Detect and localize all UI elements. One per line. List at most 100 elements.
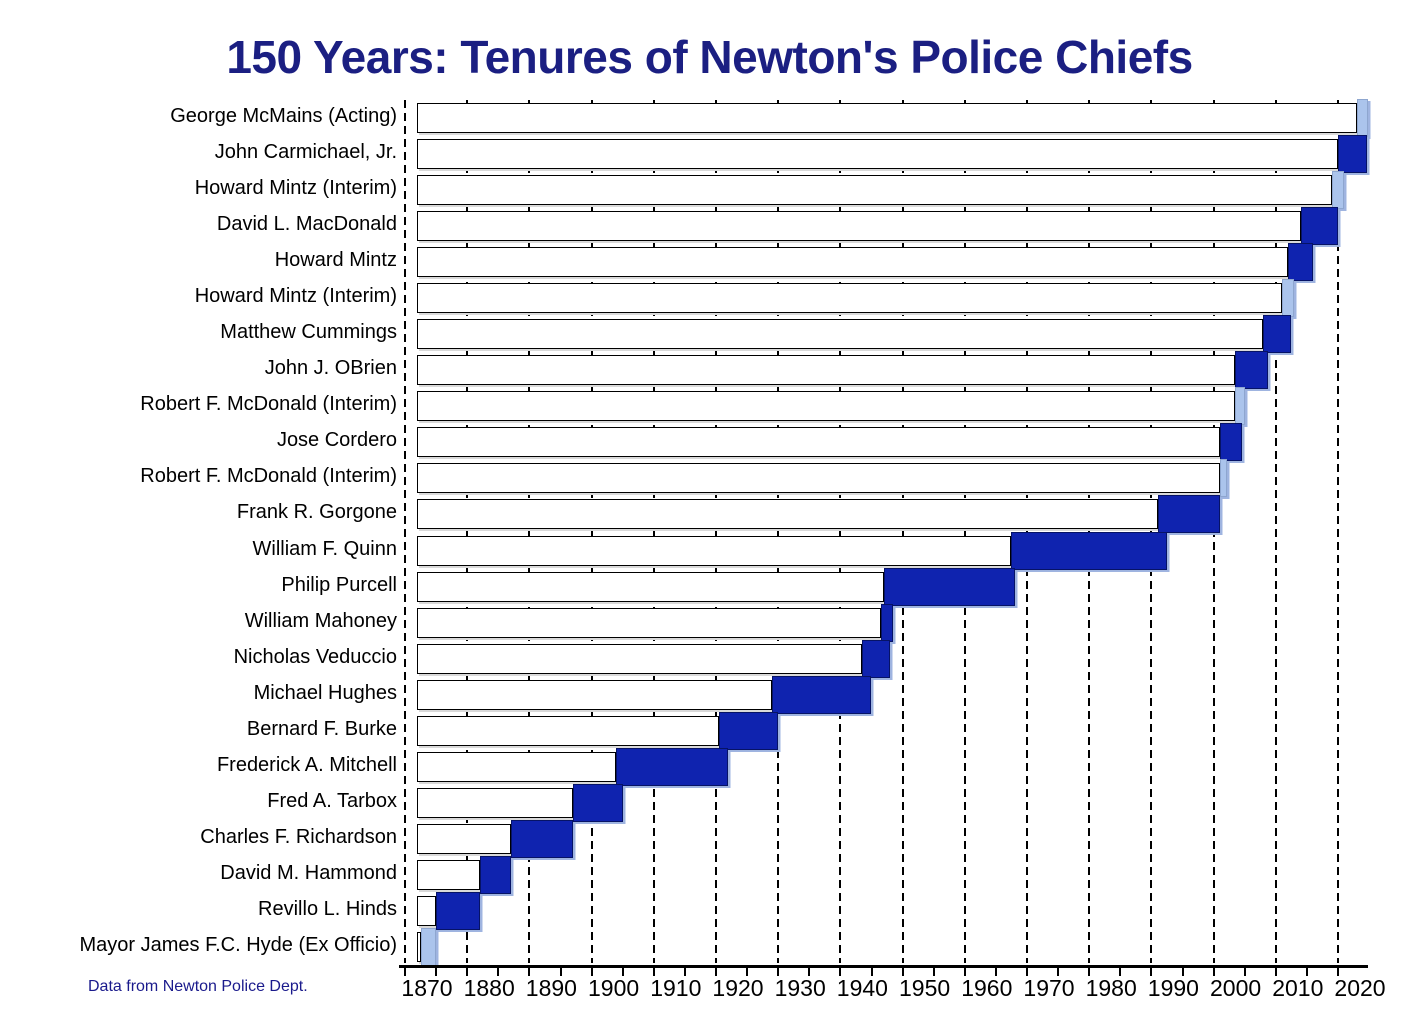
gridline-2010 — [1274, 100, 1277, 963]
tenure-bar-chief — [1235, 351, 1269, 390]
tenure-bar-chief — [1011, 531, 1167, 570]
tick-label-1910: 1910 — [650, 975, 702, 1001]
axis-tick-1980 — [1088, 967, 1091, 976]
tenure-bar-chief — [479, 855, 511, 894]
gridline-1940 — [839, 100, 842, 963]
row-label: Howard Mintz (Interim) — [194, 285, 397, 308]
tenure-offset-bar — [417, 103, 1357, 134]
gridline-1950 — [901, 100, 904, 963]
row-label: Matthew Cummings — [220, 321, 397, 344]
row-label: Michael Hughes — [253, 681, 397, 704]
tenure-bar-acting — [420, 927, 437, 966]
axis-tick-1940 — [839, 967, 842, 976]
tick-label-1900: 1900 — [588, 975, 640, 1001]
axis-tick-1975 — [1057, 967, 1060, 976]
axis-tick-2005 — [1243, 967, 1246, 976]
axis-tick-1920 — [715, 967, 717, 976]
gridline-1970 — [1026, 100, 1028, 963]
axis-tick-1890 — [528, 967, 531, 976]
row-label: Howard Mintz — [274, 249, 397, 272]
tenure-offset-bar — [417, 139, 1338, 170]
gridline-1960 — [963, 100, 966, 963]
tenure-bar-acting — [1331, 171, 1345, 210]
row-label: Robert F. McDonald (Interim) — [140, 393, 397, 416]
tenure-offset-bar — [417, 427, 1220, 458]
tenure-bar-chief — [880, 603, 894, 642]
row-label: David M. Hammond — [220, 861, 397, 884]
gridline-1900 — [590, 100, 593, 963]
axis-tick-1915 — [683, 967, 686, 976]
tick-label-1890: 1890 — [525, 975, 577, 1001]
tenure-offset-bar — [417, 823, 511, 854]
row-label: Frank R. Gorgone — [236, 501, 397, 524]
tick-label-1870: 1870 — [401, 975, 453, 1001]
tenure-offset-bar — [417, 643, 863, 674]
tenure-offset-bar — [417, 895, 437, 926]
axis-tick-2015 — [1305, 967, 1308, 976]
tick-label-1930: 1930 — [774, 975, 826, 1001]
tenure-offset-bar — [417, 715, 720, 746]
tenure-bar-acting — [1356, 99, 1368, 138]
tick-label-1970: 1970 — [1023, 975, 1075, 1001]
row-label: Howard Mintz (Interim) — [194, 177, 397, 200]
gridline-2020 — [1337, 100, 1339, 963]
gridline-1990 — [1150, 100, 1153, 963]
tenure-bar-chief — [1338, 135, 1367, 174]
row-label: William Mahoney — [244, 609, 397, 632]
axis-tick-2000 — [1212, 967, 1215, 976]
tenure-offset-bar — [417, 355, 1236, 386]
axis-tick-1885 — [497, 967, 500, 976]
row-label: David L. MacDonald — [216, 213, 397, 236]
axis-tick-1960 — [963, 967, 966, 976]
axis-tick-1950 — [901, 967, 904, 976]
tick-label-1920: 1920 — [712, 975, 764, 1001]
tenure-bar-chief — [771, 675, 872, 714]
x-axis-line — [399, 965, 1368, 968]
axis-tick-1985 — [1119, 967, 1122, 976]
tick-label-1980: 1980 — [1085, 975, 1137, 1001]
row-label: Bernard F. Burke — [246, 717, 397, 740]
chart-title: 150 Years: Tenures of Newton's Police Ch… — [226, 31, 1193, 83]
tenure-offset-bar — [417, 535, 1012, 566]
tenure-offset-bar — [417, 859, 480, 890]
row-label: Charles F. Richardson — [200, 825, 397, 848]
tenure-bar-acting — [1282, 279, 1295, 318]
tenure-bar-chief — [510, 819, 573, 858]
tick-label-1880: 1880 — [463, 975, 515, 1001]
gridline-1930 — [777, 100, 780, 963]
axis-tick-2010 — [1274, 967, 1277, 976]
row-label: Robert F. McDonald (Interim) — [140, 465, 397, 488]
tenure-offset-bar — [417, 499, 1158, 530]
tenure-offset-bar — [417, 931, 421, 962]
tenure-offset-bar — [417, 283, 1283, 314]
tenure-bar-acting — [1235, 387, 1245, 426]
axis-tick-1895 — [559, 967, 562, 976]
axis-tick-1965 — [994, 967, 997, 976]
tenure-offset-bar — [417, 247, 1289, 278]
tenure-bar-chief — [1263, 315, 1292, 354]
row-label: Revillo L. Hinds — [258, 897, 397, 920]
tenure-bar-chief — [616, 747, 729, 786]
axis-tick-1905 — [621, 967, 624, 976]
tenure-offset-bar — [417, 607, 881, 638]
tenure-bar-chief — [1157, 495, 1220, 534]
gridline-1870 — [404, 100, 406, 963]
tenure-bar-chief — [1300, 207, 1338, 246]
axis-tick-1910 — [652, 967, 655, 976]
tenure-bar-acting — [1219, 459, 1228, 498]
gridline-1920 — [715, 100, 717, 963]
axis-tick-1870 — [404, 967, 406, 976]
gridline-1890 — [528, 100, 531, 963]
row-label: George McMains (Acting) — [170, 105, 397, 128]
axis-tick-1935 — [808, 967, 811, 976]
tick-label-1990: 1990 — [1147, 975, 1199, 1001]
axis-tick-2020 — [1337, 967, 1339, 976]
gridline-1910 — [652, 100, 655, 963]
axis-tick-1955 — [932, 967, 935, 976]
tenure-offset-bar — [417, 787, 573, 818]
row-label: Mayor James F.C. Hyde (Ex Officio) — [79, 933, 397, 956]
data-source-note: Data from Newton Police Dept. — [88, 978, 308, 995]
tick-label-1940: 1940 — [836, 975, 888, 1001]
tenure-bar-chief — [572, 783, 623, 822]
